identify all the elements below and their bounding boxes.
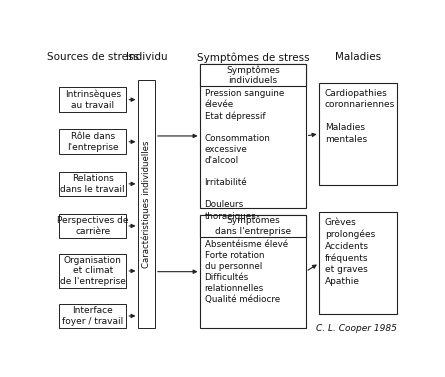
Text: Intrinsèques
au travail: Intrinsèques au travail: [65, 90, 121, 110]
Bar: [59, 172, 126, 196]
Bar: [59, 214, 126, 238]
Bar: [59, 254, 126, 288]
Text: Rôle dans
l'entreprise: Rôle dans l'entreprise: [67, 132, 118, 152]
Text: Symptômes
individuels: Symptômes individuels: [226, 65, 280, 85]
Text: Interface
foyer / travail: Interface foyer / travail: [62, 306, 123, 326]
Text: Symptômes
dans l'entreprise: Symptômes dans l'entreprise: [215, 216, 291, 236]
Text: Absentéisme élevé
Forte rotation
du personnel
Difficultés
relationnelles
Qualité: Absentéisme élevé Forte rotation du pers…: [205, 240, 288, 304]
Text: Grèves
prolongées
Accidents
fréquents
et graves
Apathie: Grèves prolongées Accidents fréquents et…: [325, 218, 375, 285]
Text: Organisation
et climat
de l'entreprise: Organisation et climat de l'entreprise: [60, 256, 125, 286]
Bar: [138, 80, 155, 328]
Bar: [59, 129, 126, 154]
Text: Perspectives de
carrière: Perspectives de carrière: [57, 216, 129, 236]
Bar: [200, 215, 306, 328]
Text: Pression sanguine
élevée
Etat dépressif

Consommation
excessive
d'alcool

Irrita: Pression sanguine élevée Etat dépressif …: [205, 89, 284, 221]
Text: Caractéristiques individuelles: Caractéristiques individuelles: [142, 140, 151, 268]
Text: C. L. Cooper 1985: C. L. Cooper 1985: [316, 323, 397, 333]
Bar: [200, 215, 306, 237]
Text: Sources de stress: Sources de stress: [47, 52, 139, 63]
Text: Cardiopathies
coronnariennes

Maladies
mentales: Cardiopathies coronnariennes Maladies me…: [325, 89, 395, 144]
Bar: [200, 64, 306, 208]
Bar: [200, 64, 306, 86]
Bar: [59, 303, 126, 328]
Text: Relations
dans le travail: Relations dans le travail: [61, 174, 125, 194]
Text: Individu: Individu: [126, 52, 167, 63]
Bar: [59, 87, 126, 112]
Text: Symptômes de stress: Symptômes de stress: [197, 52, 309, 63]
Bar: [320, 83, 397, 185]
Bar: [320, 212, 397, 314]
Text: Maladies: Maladies: [335, 52, 381, 63]
